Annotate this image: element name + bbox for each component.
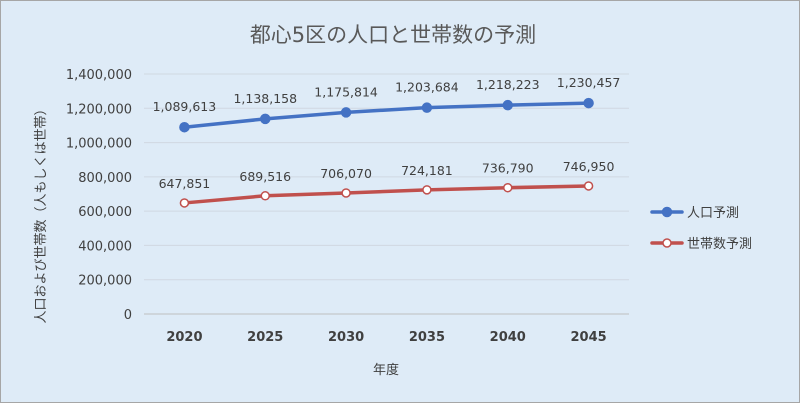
legend-marker: [661, 206, 673, 218]
data-label: 689,516: [239, 169, 291, 184]
data-point: [503, 182, 513, 193]
x-axis-label: 年度: [373, 362, 399, 378]
data-point: [502, 99, 513, 111]
data-label: 1,218,223: [476, 77, 540, 92]
y-tick-label: 600,000: [78, 205, 132, 220]
data-point: [179, 121, 190, 133]
x-tick-label: 2030: [328, 330, 364, 345]
data-labels: 1,089,613 1,138,158 1,175,814 1,203,684 1,21…: [153, 75, 621, 191]
data-point: [421, 102, 433, 113]
data-point: [341, 188, 351, 198]
x-tick-label: 2040: [490, 330, 526, 345]
y-tick-label: 400,000: [78, 239, 132, 254]
series-layer: [179, 97, 594, 208]
x-tick-label: 2025: [247, 330, 283, 345]
y-axis-ticks: 0 200,000 400,000 600,000 800,000 1,000,000 1,…: [66, 68, 132, 323]
data-label: 706,070: [320, 166, 372, 181]
data-label: 746,950: [563, 159, 615, 174]
data-label: 724,181: [401, 163, 453, 178]
data-point: [260, 113, 271, 125]
series-line: [182, 184, 591, 205]
data-point: [583, 97, 594, 109]
legend-marker: [662, 238, 672, 248]
data-label: 1,175,814: [314, 84, 378, 99]
data-point: [583, 181, 594, 191]
series-line: [182, 101, 591, 129]
data-label: 1,138,158: [233, 91, 297, 106]
x-tick-label: 2035: [409, 330, 445, 345]
y-tick-label: 1,400,000: [66, 68, 132, 83]
data-point: [422, 185, 432, 195]
data-point: [260, 191, 270, 201]
data-point: [179, 198, 190, 208]
y-tick-label: 200,000: [78, 274, 132, 289]
y-axis-label: 人口および世帯数（人もしくは世帯）: [34, 102, 49, 323]
legend-label: 人口予測: [687, 206, 739, 221]
data-label: 1,230,457: [557, 75, 621, 90]
grid-lines: [144, 73, 629, 315]
data-label: 647,851: [159, 176, 211, 191]
chart-title: 都心5区の人口と世帯数の予測: [250, 23, 536, 47]
legend-label: 世帯数予測: [687, 237, 752, 252]
data-label: 1,203,684: [395, 80, 459, 95]
y-tick-label: 1,200,000: [66, 102, 132, 117]
y-tick-label: 0: [124, 308, 132, 323]
data-point: [340, 107, 352, 118]
data-label: 736,790: [482, 161, 534, 176]
data-label: 1,089,613: [153, 99, 217, 114]
x-axis-ticks: 2020 2025 2030 2035 2040 2045: [166, 330, 606, 345]
x-tick-label: 2045: [570, 330, 606, 345]
y-tick-label: 800,000: [78, 171, 132, 186]
y-tick-label: 1,000,000: [66, 137, 132, 152]
x-tick-label: 2020: [166, 330, 202, 345]
